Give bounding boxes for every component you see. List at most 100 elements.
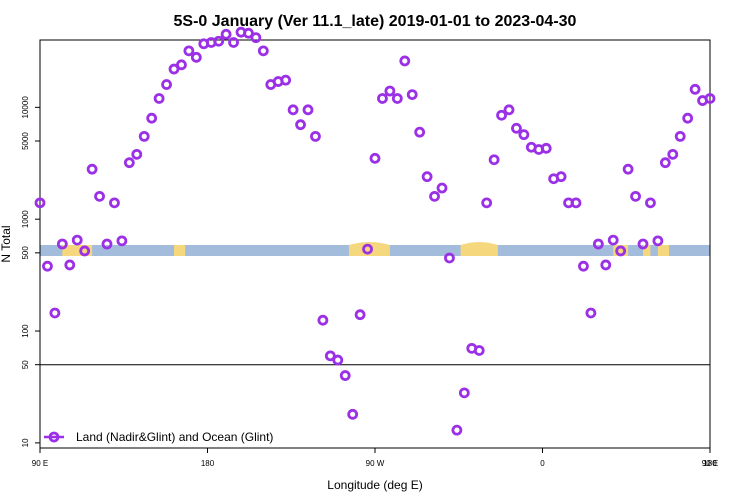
- x-tick-label: 180: [201, 459, 215, 468]
- data-point: [652, 235, 664, 247]
- data-point: [168, 63, 180, 75]
- data-point: [324, 350, 336, 362]
- land-segment: [348, 245, 390, 256]
- data-point: [190, 51, 202, 63]
- data-point: [384, 85, 396, 97]
- data-point: [153, 93, 165, 104]
- data-point: [49, 307, 61, 319]
- legend-entry-label: Land (Nadir&Glint) and Ocean (Glint): [76, 430, 273, 444]
- data-point: [637, 238, 649, 250]
- data-point: [310, 130, 321, 142]
- data-point: [451, 424, 463, 436]
- y-tick-label: 10: [21, 438, 30, 447]
- data-point: [630, 190, 641, 202]
- x-axis-label: Longitude (deg E): [327, 478, 422, 492]
- land-bump: [460, 242, 498, 245]
- data-point: [458, 387, 470, 399]
- data-point: [421, 171, 433, 183]
- data-point: [86, 163, 98, 175]
- data-point: [369, 152, 381, 164]
- data-point: [570, 197, 582, 209]
- data-point: [280, 74, 292, 86]
- land-segment: [643, 245, 651, 256]
- data-point: [406, 89, 418, 100]
- data-point: [94, 190, 105, 202]
- data-point: [578, 260, 589, 272]
- data-point: [615, 245, 627, 257]
- data-point: [228, 37, 239, 48]
- data-point: [607, 234, 619, 246]
- y-tick-label: 1000: [21, 210, 30, 228]
- data-point: [600, 259, 612, 271]
- data-point: [220, 28, 232, 40]
- data-point: [176, 59, 187, 71]
- data-point: [354, 309, 366, 321]
- data-point: [213, 35, 225, 47]
- y-tick-label: 10000: [21, 96, 30, 119]
- data-point: [56, 238, 68, 250]
- surface-strip: [40, 242, 710, 256]
- data-point: [518, 129, 530, 141]
- data-point: [555, 171, 567, 183]
- data-point: [503, 104, 515, 116]
- legend: Land (Nadir&Glint) and Ocean (Glint): [44, 430, 273, 444]
- data-point: [659, 157, 671, 169]
- data-point: [71, 234, 83, 246]
- data-point: [645, 197, 656, 209]
- data-point: [42, 260, 53, 272]
- data-point: [161, 79, 172, 90]
- y-tick-label: 5000: [21, 132, 30, 150]
- data-point: [473, 345, 485, 356]
- land-segment: [460, 245, 498, 256]
- data-point: [540, 142, 552, 154]
- y-tick-label: 100: [21, 324, 30, 338]
- data-point: [592, 238, 604, 250]
- data-point: [123, 157, 135, 169]
- data-point: [109, 197, 120, 209]
- legend-circle-marker: [48, 431, 60, 443]
- data-point: [332, 354, 344, 366]
- data-point: [391, 93, 403, 104]
- data-point: [339, 370, 351, 381]
- data-point: [667, 148, 679, 160]
- x-tick-label: 90 E: [702, 459, 718, 468]
- data-point: [287, 104, 299, 116]
- x-tick-label: 0: [540, 459, 545, 468]
- data-point: [138, 130, 150, 142]
- y-tick-label: 50: [21, 360, 30, 369]
- data-point: [399, 55, 411, 67]
- data-point: [34, 197, 46, 209]
- data-point: [79, 245, 91, 257]
- data-point: [362, 243, 373, 255]
- data-point: [496, 109, 507, 121]
- data-point: [101, 238, 113, 250]
- data-point: [511, 122, 522, 134]
- y-axis-label: N Total: [0, 225, 13, 262]
- land-segment: [657, 245, 670, 256]
- data-point: [682, 112, 694, 124]
- chart-title: 5S-0 January (Ver 11.1_late) 2019-01-01 …: [174, 13, 577, 30]
- land-segment: [174, 245, 186, 256]
- y-tick-label: 500: [21, 246, 30, 260]
- data-point: [146, 112, 158, 124]
- data-point: [689, 83, 701, 95]
- data-point: [622, 163, 634, 175]
- data-point: [257, 45, 269, 57]
- data-point: [131, 148, 143, 160]
- data-point: [674, 130, 686, 142]
- data-point: [444, 252, 455, 264]
- data-point: [243, 27, 254, 39]
- data-point: [64, 259, 76, 271]
- data-point: [295, 119, 306, 131]
- data-point: [377, 93, 388, 104]
- data-point: [704, 93, 716, 104]
- data-point: [429, 190, 440, 202]
- data-point: [585, 307, 597, 319]
- data-point: [481, 197, 493, 209]
- x-tick-label: 90 E: [32, 459, 48, 468]
- land-segment: [613, 245, 629, 256]
- x-tick-label: 180: [703, 459, 717, 468]
- data-point: [183, 45, 195, 57]
- data-point: [414, 126, 426, 138]
